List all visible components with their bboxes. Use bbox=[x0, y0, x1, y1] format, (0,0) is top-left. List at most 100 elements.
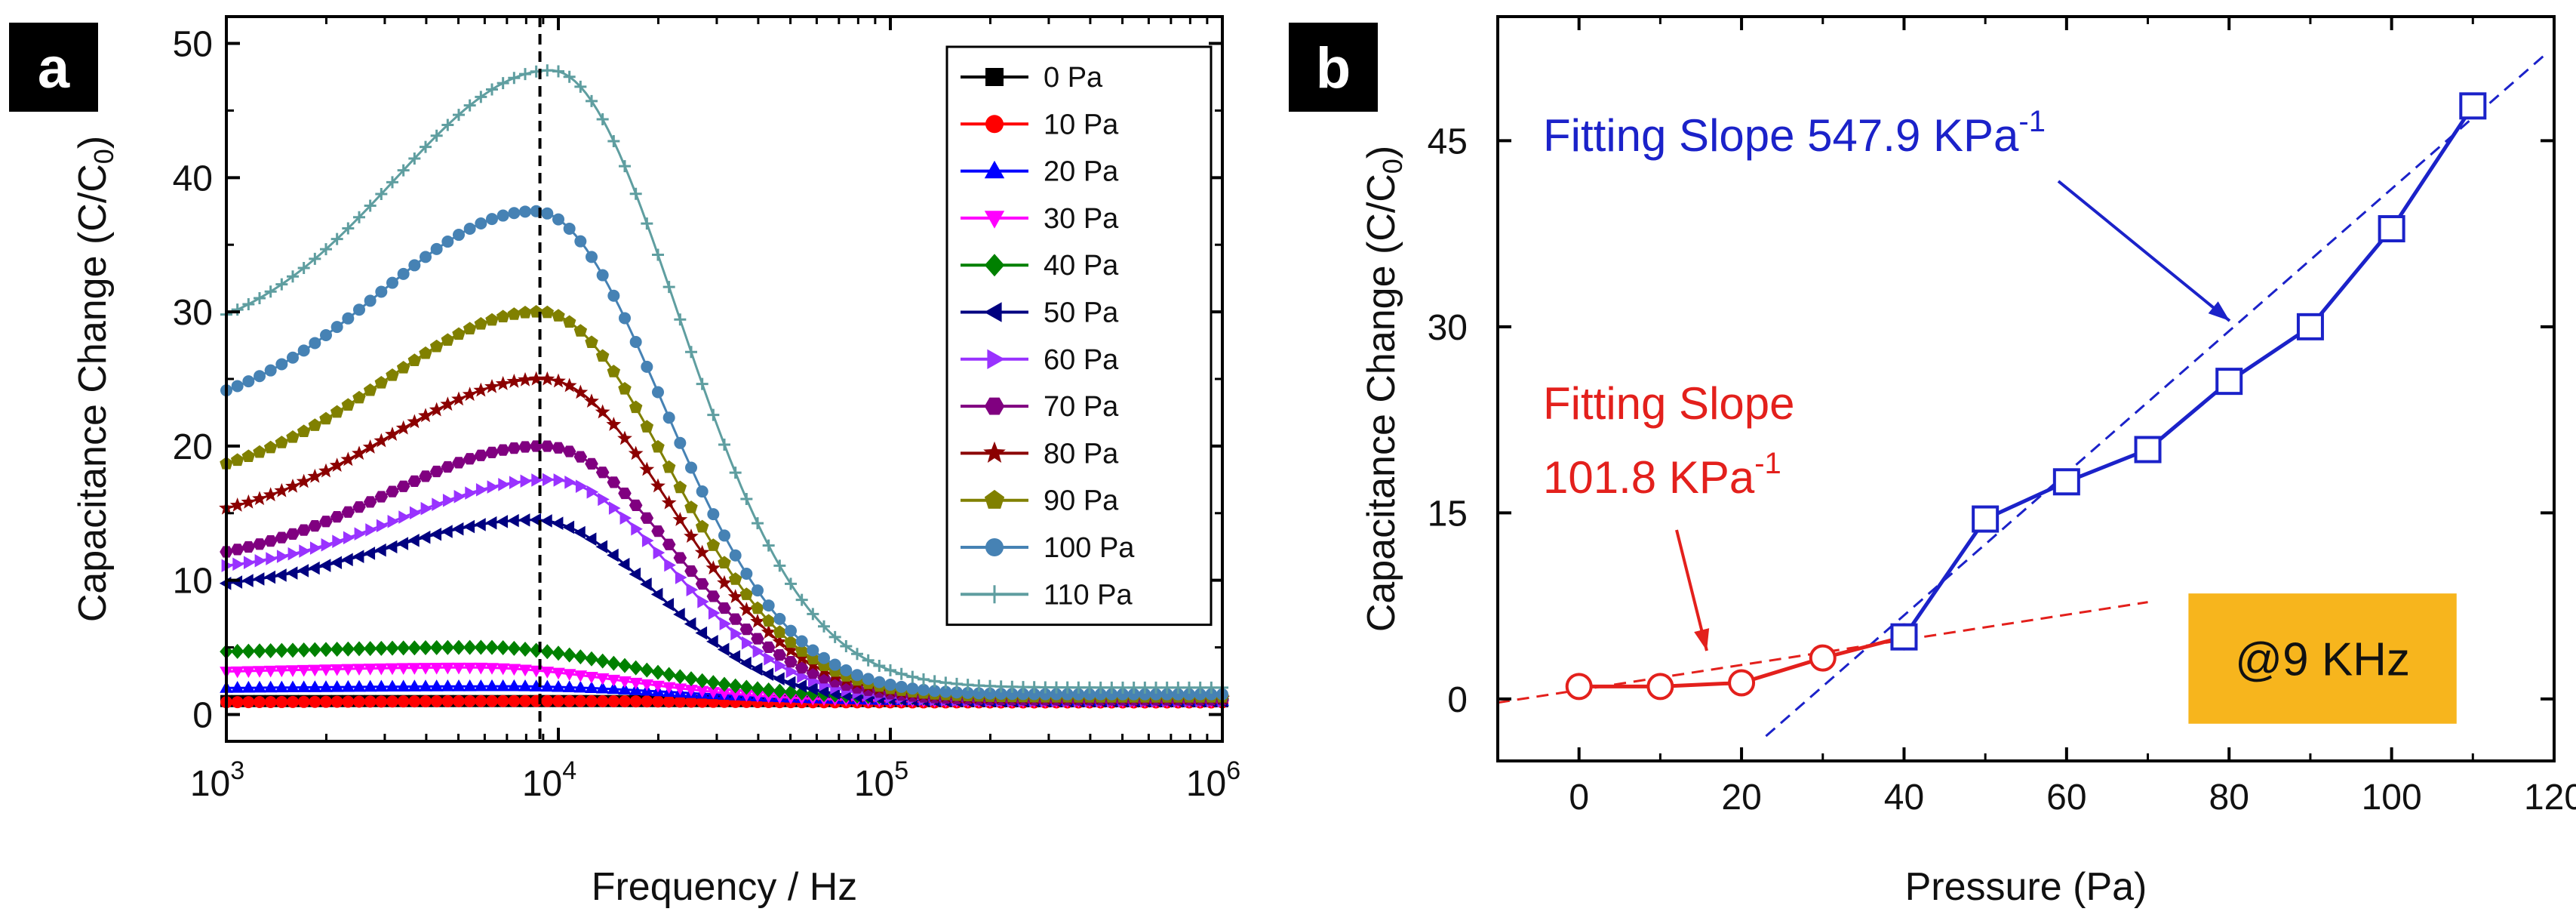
data-point bbox=[772, 634, 788, 648]
data-point bbox=[1084, 688, 1096, 701]
data-point bbox=[341, 553, 353, 567]
legend-label: 10 Pa bbox=[1044, 109, 1119, 140]
data-point bbox=[1127, 681, 1140, 694]
x-tick-label: 103 bbox=[190, 756, 244, 804]
data-point bbox=[452, 679, 466, 691]
data-point bbox=[664, 558, 676, 572]
data-point bbox=[373, 433, 389, 448]
data-point bbox=[496, 640, 510, 656]
data-point bbox=[2378, 215, 2405, 243]
data-point bbox=[696, 485, 709, 498]
annotation-main: 101.8 KPa bbox=[1543, 452, 1755, 503]
data-point bbox=[297, 695, 310, 708]
data-point bbox=[662, 597, 675, 611]
data-point bbox=[409, 506, 422, 520]
data-point bbox=[363, 496, 377, 508]
data-point bbox=[573, 680, 588, 693]
data-point bbox=[396, 537, 409, 550]
data-point bbox=[407, 534, 420, 547]
data-point bbox=[508, 207, 521, 220]
data-point bbox=[552, 442, 565, 454]
data-point bbox=[707, 508, 720, 521]
data-point bbox=[496, 444, 510, 456]
data-point bbox=[573, 384, 589, 399]
data-point bbox=[286, 665, 300, 677]
legend-label: 40 Pa bbox=[1044, 250, 1119, 282]
data-point bbox=[1728, 669, 1756, 697]
data-point bbox=[254, 696, 266, 709]
data-point bbox=[518, 664, 532, 677]
data-point bbox=[807, 608, 819, 621]
data-point bbox=[694, 544, 710, 559]
data-point bbox=[673, 608, 685, 621]
data-point bbox=[1972, 505, 2000, 533]
data-point bbox=[785, 624, 797, 637]
data-point bbox=[595, 467, 610, 479]
data-point bbox=[2296, 313, 2324, 340]
data-point bbox=[629, 187, 642, 200]
data-point bbox=[419, 663, 432, 675]
data-point bbox=[552, 213, 564, 226]
data-point bbox=[629, 695, 642, 708]
data-point bbox=[408, 695, 421, 708]
data-point bbox=[342, 312, 355, 325]
data-point bbox=[430, 695, 443, 707]
legend-marker bbox=[984, 211, 1005, 229]
data-point bbox=[541, 695, 554, 707]
data-point bbox=[274, 482, 290, 497]
data-point bbox=[539, 371, 555, 386]
data-point bbox=[509, 476, 521, 490]
data-point bbox=[297, 344, 310, 357]
data-point bbox=[1105, 681, 1118, 694]
annotation-text: Fitting Slope 547.9 KPa-1 bbox=[1543, 105, 2046, 161]
data-point bbox=[332, 534, 344, 548]
legend-item: 30 Pa bbox=[961, 203, 1119, 235]
x-tick-label: 60 bbox=[2046, 778, 2086, 818]
frequency-badge-box bbox=[2188, 593, 2457, 724]
data-point bbox=[739, 624, 754, 636]
data-point bbox=[595, 404, 610, 419]
x-tick-exp: 5 bbox=[894, 756, 908, 785]
data-point bbox=[828, 630, 841, 643]
data-point bbox=[374, 663, 389, 676]
data-point bbox=[275, 665, 289, 678]
data-point bbox=[485, 446, 499, 458]
data-point bbox=[618, 682, 632, 695]
data-point bbox=[585, 671, 598, 684]
data-point bbox=[352, 550, 364, 564]
data-point bbox=[739, 602, 755, 617]
data-point bbox=[564, 476, 576, 489]
data-point bbox=[297, 524, 311, 536]
data-point bbox=[330, 511, 344, 523]
data-point bbox=[696, 695, 709, 708]
data-point bbox=[496, 695, 509, 707]
data-point bbox=[230, 681, 244, 693]
data-point bbox=[598, 492, 610, 507]
data-point bbox=[641, 360, 653, 373]
data-point bbox=[463, 662, 477, 675]
data-point bbox=[275, 358, 288, 371]
data-point bbox=[596, 695, 609, 707]
legend-label: 0 Pa bbox=[1044, 62, 1103, 94]
ticks-group-b: 0 20 40 60 80 100 120 0 15 30 45 bbox=[1428, 17, 2576, 818]
data-point bbox=[951, 677, 963, 690]
data-point bbox=[585, 457, 598, 470]
data-point bbox=[474, 679, 488, 691]
data-point bbox=[519, 695, 531, 707]
data-point bbox=[352, 641, 366, 657]
data-point bbox=[2134, 436, 2162, 464]
data-point bbox=[628, 445, 644, 460]
data-point bbox=[761, 614, 776, 627]
data-point bbox=[386, 663, 399, 676]
x-tick-label: 0 bbox=[1569, 778, 1589, 818]
data-point bbox=[541, 207, 554, 220]
data-point bbox=[2052, 468, 2080, 496]
x-tick-label: 104 bbox=[522, 756, 576, 804]
x-tick-exp: 3 bbox=[230, 756, 244, 785]
y-axis-title-b: Capacitance Change (C/C0) bbox=[1360, 146, 1408, 632]
legend-label: 50 Pa bbox=[1044, 297, 1119, 329]
data-point bbox=[840, 639, 853, 652]
data-point bbox=[1127, 688, 1140, 701]
